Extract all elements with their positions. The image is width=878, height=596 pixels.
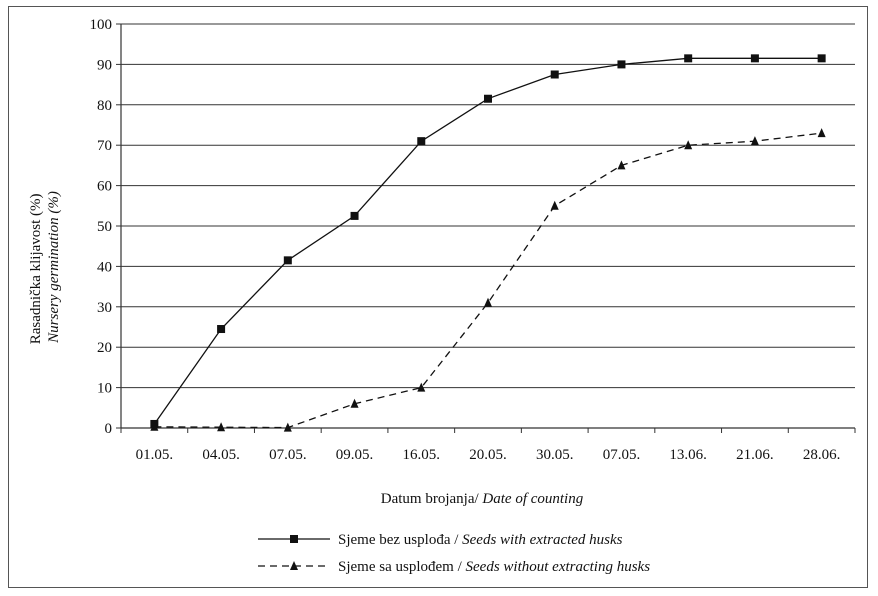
y-tick-label: 90 xyxy=(97,57,112,73)
y-tick-label: 30 xyxy=(97,300,112,316)
x-tick-label: 28.06. xyxy=(803,447,841,463)
data-point-square xyxy=(750,54,759,63)
y-tick-label: 40 xyxy=(97,259,112,275)
data-point-triangle xyxy=(217,422,226,432)
axes xyxy=(120,24,856,433)
legend: Sjeme bez usplođa / Seeds with extracted… xyxy=(258,532,650,575)
data-point-triangle xyxy=(750,136,759,146)
data-point-square xyxy=(217,325,226,334)
series-line-1 xyxy=(153,57,822,425)
x-tick-label: 01.05. xyxy=(136,447,174,463)
legend-marker-triangle xyxy=(290,561,298,570)
data-point-square xyxy=(484,94,492,103)
data-point-square xyxy=(283,256,292,265)
data-point-triangle xyxy=(150,421,159,431)
y-tick-labels: 0 10 20 30 40 50 60 70 80 90 100 xyxy=(90,17,113,437)
series-group xyxy=(150,54,826,432)
data-point-triangle xyxy=(350,398,359,408)
x-axis-title-main: Datum brojanja/ xyxy=(381,491,480,507)
x-tick-label: 04.05. xyxy=(202,447,240,463)
series-line-2 xyxy=(154,132,822,429)
data-point-triangle xyxy=(283,422,292,432)
legend-item-1: Sjeme bez usplođa / Seeds with extracted… xyxy=(258,532,623,548)
y-tick-label: 20 xyxy=(97,340,112,356)
x-tick-label: 07.05. xyxy=(269,447,307,463)
x-tick-label: 13.06. xyxy=(669,447,707,463)
y-tick-label: 70 xyxy=(97,138,112,154)
legend-item-2: Sjeme sa usplođem / Seeds without extrac… xyxy=(258,559,650,575)
grid-lines xyxy=(116,23,855,429)
data-point-triangle xyxy=(417,382,426,392)
data-point-square xyxy=(617,60,626,69)
data-point-square xyxy=(417,137,426,146)
legend-marker-square xyxy=(290,535,298,543)
x-tick-label: 07.05. xyxy=(603,447,641,463)
x-tick-labels: 01.05. 04.05. 07.05. 09.05. 16.05. 20.05. 30.0… xyxy=(136,447,841,463)
y-tick-label: 80 xyxy=(97,98,112,114)
y-axis-title: Rasadnička klijavost (%) Nursery germina… xyxy=(28,190,62,345)
x-axis-title: Datum brojanja/ Date of counting xyxy=(381,491,584,507)
chart-frame xyxy=(8,6,868,588)
legend-label-2: Sjeme sa usplođem / Seeds without extrac… xyxy=(338,559,650,575)
y-tick-label: 60 xyxy=(97,179,112,195)
legend-label-1: Sjeme bez usplođa / Seeds with extracted… xyxy=(338,532,623,548)
x-tick-label: 30.05. xyxy=(536,447,574,463)
x-tick-label: 09.05. xyxy=(336,447,374,463)
data-point-square xyxy=(684,54,693,63)
data-point-square xyxy=(550,70,559,79)
data-point-square xyxy=(350,211,359,220)
data-point-triangle xyxy=(484,297,492,307)
y-tick-label: 0 xyxy=(105,421,113,437)
data-point-triangle xyxy=(817,128,826,138)
data-point-triangle xyxy=(684,140,693,150)
data-point-triangle xyxy=(617,160,626,170)
x-tick-label: 20.05. xyxy=(469,447,507,463)
x-tick-label: 21.06. xyxy=(736,447,774,463)
y-tick-label: 100 xyxy=(90,17,113,33)
y-axis-title-italic: Nursery germination (%) xyxy=(46,191,62,344)
data-point-triangle xyxy=(550,200,559,210)
x-axis-title-italic: Date of counting xyxy=(481,491,583,507)
y-tick-label: 10 xyxy=(97,381,112,397)
y-tick-label: 50 xyxy=(97,219,112,235)
y-axis-title-main: Rasadnička klijavost (%) xyxy=(28,193,44,344)
x-tick-label: 16.05. xyxy=(403,447,441,463)
data-point-square xyxy=(817,54,826,63)
